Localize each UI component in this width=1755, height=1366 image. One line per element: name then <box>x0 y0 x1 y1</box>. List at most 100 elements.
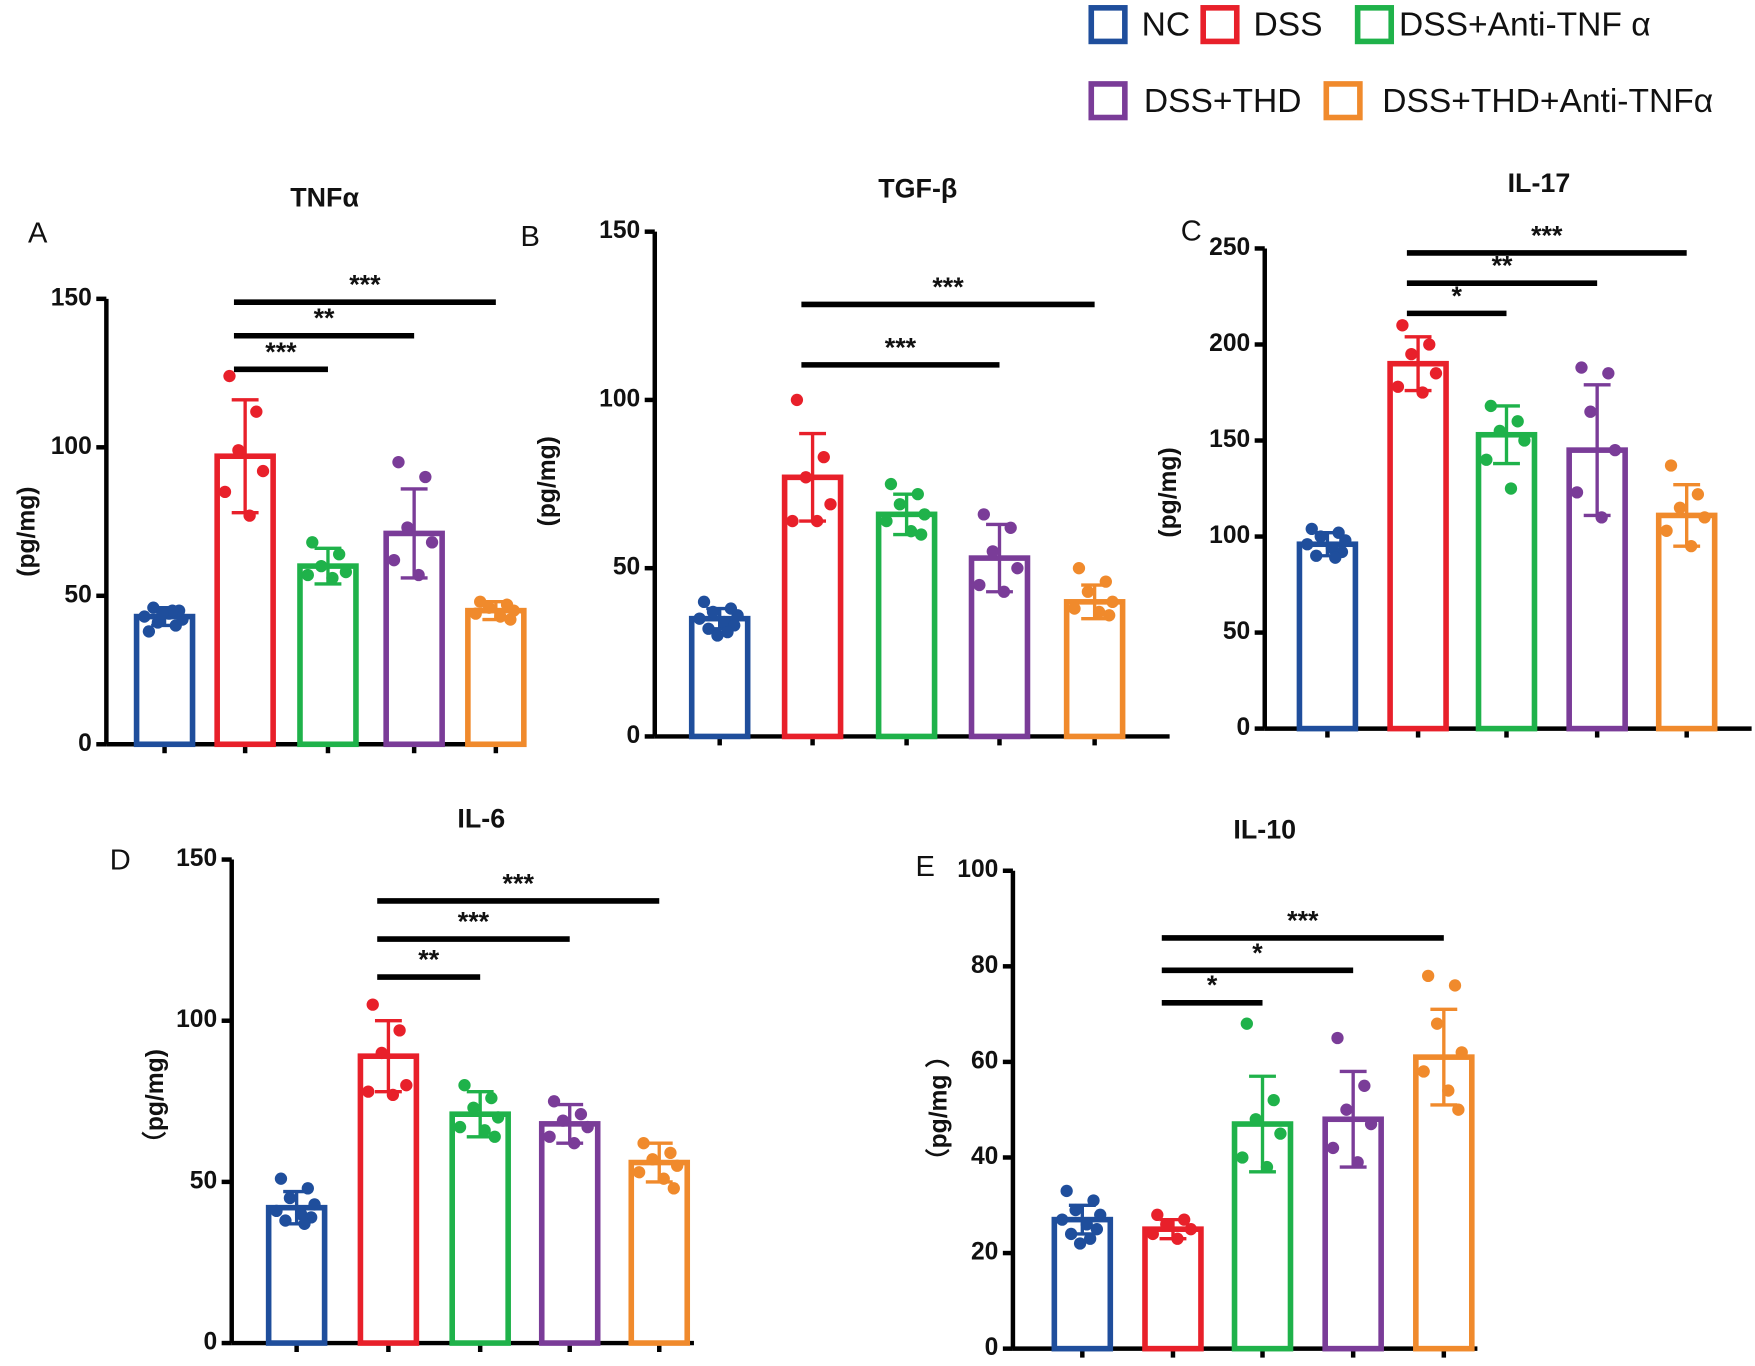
data-point <box>166 604 179 617</box>
data-point <box>1249 1113 1262 1126</box>
data-point <box>488 1130 501 1143</box>
data-point <box>721 625 734 639</box>
data-point <box>1090 1223 1104 1236</box>
legend-label: DSS <box>1254 7 1323 44</box>
y-tick-label: 50 <box>190 1167 217 1194</box>
y-tick-label: 0 <box>627 722 641 749</box>
bar <box>1322 1116 1384 1352</box>
significance-label: * <box>1451 281 1462 311</box>
y-tick-label: 40 <box>971 1143 998 1170</box>
y-tick-label: 250 <box>1209 234 1250 261</box>
data-point <box>1068 602 1081 615</box>
data-point <box>702 622 715 635</box>
data-point <box>1329 551 1342 564</box>
y-tick-label: 50 <box>613 554 640 581</box>
data-point <box>1064 1227 1078 1241</box>
data-point <box>362 1085 375 1098</box>
y-tick-label: 0 <box>1237 714 1251 741</box>
data-point <box>918 508 931 521</box>
data-point <box>1504 482 1518 495</box>
data-point <box>1151 1208 1164 1221</box>
data-point <box>482 601 496 614</box>
data-point <box>298 1217 311 1230</box>
data-point <box>718 615 731 629</box>
data-point <box>223 369 236 383</box>
y-tick-label: 100 <box>957 856 998 883</box>
chart-title: TNFα <box>290 182 359 212</box>
data-point <box>494 610 507 623</box>
data-point <box>1584 405 1597 418</box>
data-point <box>1314 530 1327 543</box>
data-point <box>1087 1194 1100 1207</box>
significance-label: *** <box>1531 220 1563 250</box>
chart-title: TGF-β <box>878 173 957 203</box>
significance-label: *** <box>458 906 490 936</box>
data-point <box>1480 453 1493 466</box>
data-point <box>1493 424 1506 438</box>
y-axis-label: (pg/mg) <box>534 436 561 526</box>
data-point <box>1011 562 1024 575</box>
error-bar <box>1493 404 1520 466</box>
significance-label: *** <box>885 332 917 362</box>
legend-swatch <box>1323 81 1363 121</box>
y-tick-label: 200 <box>1209 330 1250 357</box>
data-point <box>283 1191 297 1205</box>
error-bar <box>1339 1069 1367 1169</box>
data-point <box>664 1146 677 1160</box>
data-point <box>306 536 319 549</box>
data-point <box>478 1124 491 1137</box>
chart-title: IL-17 <box>1508 168 1571 198</box>
legend-swatch <box>1088 5 1128 45</box>
y-tick-label: 50 <box>64 581 91 608</box>
data-point <box>339 565 353 579</box>
data-point <box>232 444 245 457</box>
data-point <box>400 1079 413 1092</box>
y-tick-label: 20 <box>971 1239 998 1266</box>
bar <box>1475 431 1538 732</box>
bar <box>1296 541 1359 732</box>
data-point <box>1430 1017 1444 1030</box>
data-point <box>425 536 439 549</box>
data-point <box>884 477 898 491</box>
y-tick-label: 0 <box>985 1334 999 1361</box>
data-point <box>1184 1223 1198 1236</box>
data-point <box>469 607 482 620</box>
legend-swatch <box>1088 81 1128 121</box>
data-point <box>1274 1127 1287 1140</box>
data-point <box>1260 1160 1274 1174</box>
y-tick-label: 50 <box>1223 618 1250 645</box>
panel-letter: C <box>1181 215 1202 247</box>
data-point <box>1339 534 1352 547</box>
data-point <box>1673 501 1687 514</box>
panel-letter: D <box>110 844 131 876</box>
data-point <box>1178 1213 1191 1226</box>
data-point <box>914 528 928 541</box>
data-point <box>824 498 837 511</box>
data-point <box>657 1172 670 1185</box>
data-point <box>1448 979 1462 992</box>
data-point <box>1326 1141 1340 1155</box>
data-point <box>1405 347 1418 361</box>
chart-title: IL-6 <box>457 803 505 833</box>
data-point <box>693 612 706 625</box>
data-point <box>467 1101 480 1114</box>
data-point <box>1267 1093 1280 1107</box>
data-point <box>401 521 414 534</box>
bar <box>465 607 527 748</box>
data-point <box>1301 538 1314 551</box>
data-point <box>1331 1031 1344 1045</box>
data-point <box>156 607 169 620</box>
data-point <box>997 585 1011 598</box>
data-point <box>1595 511 1608 524</box>
significance-label: ** <box>418 944 439 974</box>
panel-letter: B <box>520 221 539 253</box>
data-point <box>1236 1151 1249 1164</box>
data-point <box>1073 1237 1087 1250</box>
legend-swatch <box>1200 5 1240 45</box>
legend-label: NC <box>1142 7 1190 44</box>
data-point <box>911 487 924 501</box>
significance-label: *** <box>503 868 535 898</box>
data-point <box>1518 434 1531 447</box>
error-bar <box>1249 1074 1276 1174</box>
bar <box>297 563 359 748</box>
